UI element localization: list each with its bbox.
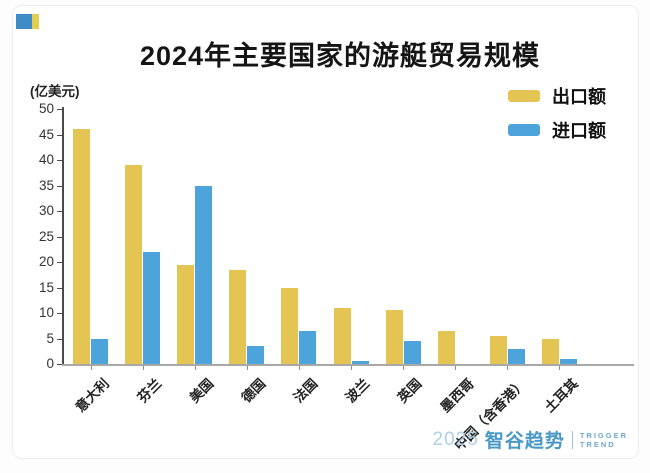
brand-mark-icon	[16, 14, 39, 29]
x-category-label: 美国	[186, 375, 217, 406]
y-tick-label: 30	[38, 203, 54, 218]
import-bar	[195, 185, 213, 364]
y-tick-mark	[57, 109, 62, 110]
import-bar	[247, 346, 265, 364]
y-tick-label: 45	[38, 126, 54, 142]
y-tick-mark	[57, 364, 62, 365]
y-axis-unit-label: (亿美元)	[30, 84, 80, 99]
chart-title: 2024年主要国家的游艇贸易规模	[139, 41, 541, 71]
y-tick-label: 25	[38, 228, 54, 244]
footer-year: 2025	[432, 428, 479, 450]
footer-brand-name: 智谷趋势	[484, 431, 565, 452]
x-tick-mark	[298, 366, 300, 370]
export-bar	[385, 310, 403, 364]
import-bar	[299, 330, 317, 364]
import-bar	[559, 358, 577, 364]
x-category-label: 波兰	[342, 375, 373, 406]
footer-tagline-line1: TRIGGER	[579, 430, 628, 440]
footer-divider	[571, 430, 573, 449]
export-bar	[125, 165, 143, 364]
y-tick-mark	[57, 313, 62, 314]
x-tick-mark	[559, 366, 561, 370]
export-bar	[177, 264, 195, 364]
x-axis-line	[62, 364, 634, 366]
legend-item-export: 出口额	[508, 86, 606, 107]
x-category-label: 意大利	[72, 375, 112, 416]
x-category-label: 英国	[394, 375, 425, 406]
y-tick-label: 20	[38, 254, 54, 269]
y-tick-mark	[57, 211, 62, 212]
y-tick-label: 10	[38, 305, 54, 320]
brand-footer: 2025 智谷趋势 TRIGGER TREND	[433, 426, 628, 453]
legend-item-import: 进口额	[508, 120, 606, 141]
x-tick-mark	[351, 366, 352, 370]
x-category-label: 法国	[290, 375, 321, 406]
export-bar	[437, 330, 455, 364]
import-legend-swatch	[508, 124, 540, 136]
footer-tagline: TRIGGER TREND	[580, 431, 628, 449]
x-tick-mark	[507, 366, 509, 370]
export-bar	[73, 129, 90, 364]
x-tick-mark	[90, 366, 92, 370]
x-category-label: 德国	[238, 375, 269, 406]
import-bar	[403, 341, 421, 364]
y-tick-mark	[57, 185, 62, 187]
import-bar	[143, 251, 161, 364]
export-bar	[281, 287, 299, 364]
y-tick-mark	[57, 236, 62, 238]
y-tick-label: 0	[46, 356, 54, 371]
x-tick-mark	[142, 366, 144, 370]
y-tick-mark	[57, 160, 62, 161]
y-tick-mark	[57, 262, 62, 263]
y-tick-label: 15	[38, 279, 54, 295]
x-tick-mark	[194, 366, 196, 370]
import-bar	[351, 361, 369, 364]
chart-legend: 出口额 进口额	[508, 86, 606, 154]
y-axis-line	[62, 107, 64, 366]
y-tick-mark	[57, 134, 62, 136]
export-bar	[229, 269, 247, 364]
brand-mark-yellow-block	[32, 14, 39, 29]
y-tick-label: 40	[38, 152, 54, 167]
x-tick-mark	[455, 366, 457, 370]
export-legend-label: 出口额	[552, 87, 606, 107]
y-tick-label: 50	[38, 101, 54, 116]
x-tick-mark	[403, 366, 405, 370]
export-bar	[333, 307, 351, 364]
y-tick-mark	[57, 338, 62, 340]
import-bar	[507, 348, 525, 364]
y-tick-label: 5	[46, 330, 54, 346]
x-category-label: 土耳其	[541, 375, 581, 416]
export-legend-swatch	[508, 90, 540, 102]
x-category-label: 芬兰	[134, 375, 165, 406]
import-legend-label: 进口额	[552, 121, 606, 141]
y-tick-mark	[57, 287, 62, 289]
y-tick-label: 35	[38, 177, 54, 193]
brand-mark-blue-block	[16, 14, 32, 29]
chart-card	[12, 5, 639, 459]
x-tick-mark	[246, 366, 248, 370]
import-bar	[91, 338, 108, 364]
footer-tagline-line2: TREND	[579, 439, 616, 449]
export-bar	[541, 338, 559, 364]
x-category-label: 墨西哥	[437, 375, 477, 416]
export-bar	[489, 335, 507, 364]
